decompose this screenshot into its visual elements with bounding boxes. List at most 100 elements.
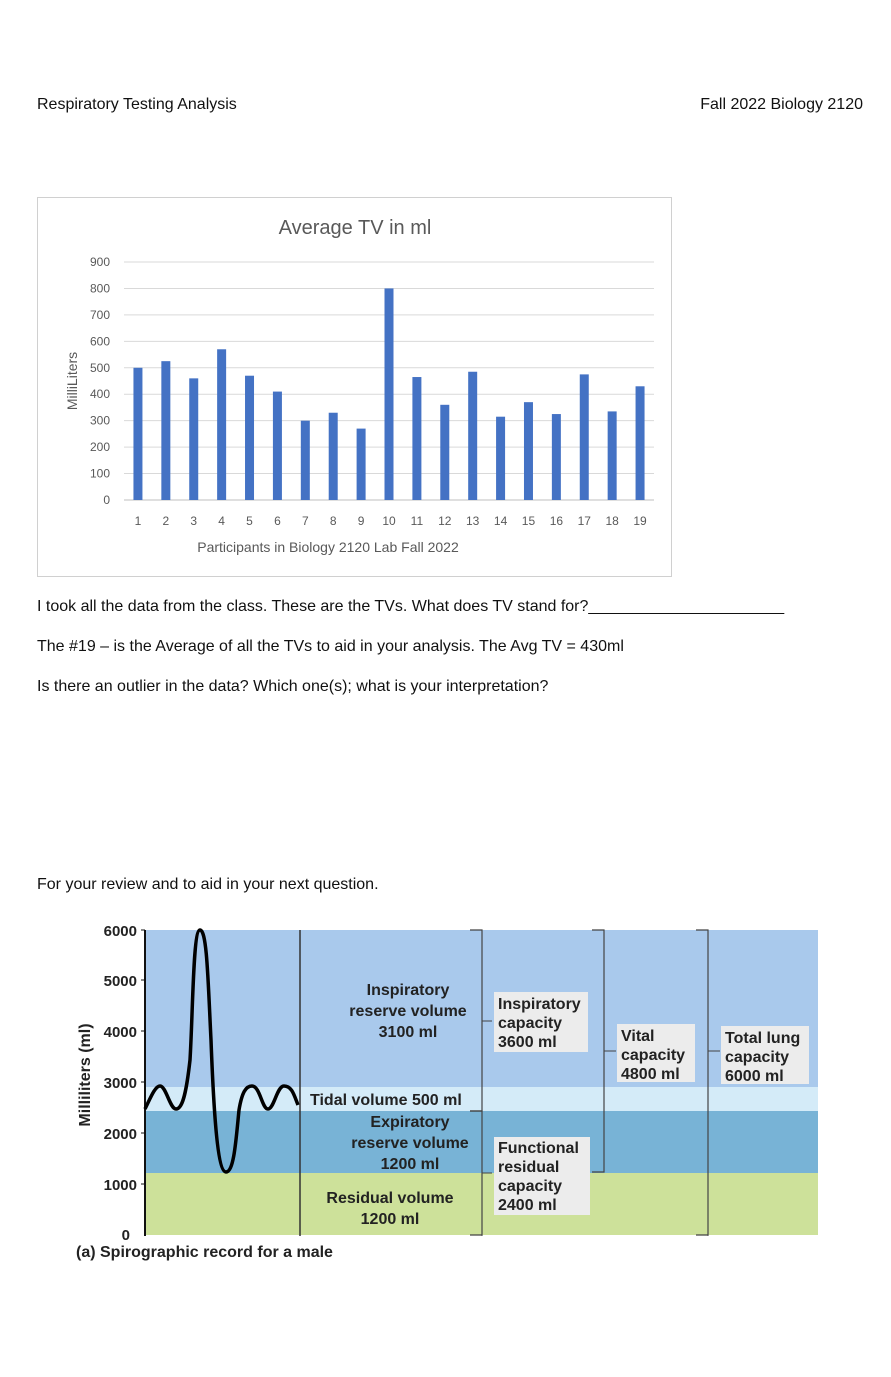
ic-label-2: capacity — [498, 1015, 562, 1032]
breathing-trace — [143, 928, 300, 1174]
y-tick-label: 500 — [90, 361, 110, 375]
irv-label-3: 3100 ml — [379, 1024, 438, 1041]
spiro-y-axis-label: Milliliters (ml) — [77, 1023, 94, 1126]
chart-canvas: Average TV in ml 0 100 200 300 400 500 600 700 8… — [64, 217, 654, 555]
y-tick-label: 400 — [90, 387, 110, 401]
rv-label-1: Residual volume — [326, 1190, 453, 1207]
spiro-y-tick-marks — [141, 929, 145, 1185]
review-note: For your review and to aid in your next … — [37, 876, 379, 893]
erv-label-2: reserve volume — [351, 1135, 469, 1152]
bar-participant-19 — [635, 386, 645, 500]
y-tick-label: 600 — [90, 334, 110, 348]
bar-participant-6 — [272, 391, 282, 500]
x-tick-label: 2 — [162, 514, 169, 528]
ic-label-3: 3600 ml — [498, 1034, 557, 1051]
spiro-tick-3000: 3000 — [104, 1075, 137, 1092]
question-average-note: The #19 – is the Average of all the TVs … — [37, 638, 624, 655]
question-outlier: Is there an outlier in the data? Which o… — [37, 678, 549, 695]
question-tv-text: I took all the data from the class. Thes… — [37, 598, 589, 615]
bar-participant-1 — [133, 367, 143, 500]
spirogram-diagram: 6000 5000 4000 3000 2000 1000 0 Millilit… — [76, 923, 818, 1261]
bar-participant-2 — [161, 361, 171, 500]
erv-label-3: 1200 ml — [381, 1156, 440, 1173]
bar-participant-8 — [328, 412, 338, 500]
bar-participant-13 — [468, 371, 478, 500]
x-tick-label: 12 — [438, 514, 452, 528]
question-tv-meaning: I took all the data from the class. Thes… — [37, 598, 784, 616]
chart-y-axis-label: MilliLiters — [64, 352, 80, 410]
spirogram-caption: (a) Spirographic record for a male — [76, 1244, 333, 1261]
x-tick-label: 11 — [411, 514, 424, 528]
y-tick-label: 900 — [90, 255, 110, 269]
bar-participant-17 — [579, 374, 589, 500]
frc-label-1: Functional — [498, 1140, 579, 1157]
rv-label-2: 1200 ml — [361, 1211, 420, 1228]
answer-blank: ______________________ — [588, 598, 785, 615]
chart-bars — [133, 288, 645, 500]
tlc-label-1: Total lung — [725, 1030, 800, 1047]
page-header-title: Respiratory Testing Analysis — [37, 96, 237, 113]
spiro-tick-0: 0 — [122, 1227, 130, 1244]
chart-title: Average TV in ml — [279, 217, 432, 239]
x-tick-label: 18 — [605, 514, 619, 528]
ic-box — [494, 992, 588, 1052]
vc-label-1: Vital — [621, 1028, 655, 1045]
x-tick-label: 1 — [135, 514, 142, 528]
y-tick-label: 200 — [90, 440, 110, 454]
vc-label-3: 4800 ml — [621, 1066, 680, 1083]
chart-y-ticks: 0 100 200 300 400 500 600 700 800 900 — [90, 255, 110, 507]
vc-label-2: capacity — [621, 1047, 685, 1064]
bar-participant-12 — [440, 404, 450, 500]
tidal-volume-label: Tidal volume 500 ml — [310, 1092, 462, 1109]
bracket-tlc — [696, 929, 709, 1236]
spiro-tick-6000: 6000 — [104, 923, 137, 940]
frc-box — [494, 1137, 590, 1215]
ic-label-1: Inspiratory — [498, 996, 581, 1013]
bar-participant-3 — [189, 378, 199, 500]
x-tick-label: 4 — [218, 514, 225, 528]
y-tick-label: 800 — [90, 281, 110, 295]
x-tick-label: 8 — [330, 514, 337, 528]
y-tick-label: 300 — [90, 414, 110, 428]
x-tick-label: 17 — [578, 514, 592, 528]
bar-participant-7 — [300, 420, 310, 500]
bar-participant-14 — [496, 416, 506, 500]
page-header-course: Fall 2022 Biology 2120 — [700, 96, 863, 113]
frc-label-4: 2400 ml — [498, 1197, 557, 1214]
vc-box — [617, 1024, 695, 1082]
spiro-tick-4000: 4000 — [104, 1024, 137, 1041]
tv-bar-chart: Average TV in ml 0 100 200 300 400 500 600 700 8… — [37, 197, 672, 577]
x-tick-label: 7 — [302, 514, 309, 528]
tlc-label-3: 6000 ml — [725, 1068, 784, 1085]
bar-participant-18 — [607, 411, 617, 500]
x-tick-label: 13 — [466, 514, 480, 528]
bar-participant-10 — [384, 288, 394, 500]
tlc-box — [721, 1026, 809, 1084]
frc-label-3: capacity — [498, 1178, 562, 1195]
spiro-tick-2000: 2000 — [104, 1126, 137, 1143]
bar-participant-4 — [217, 349, 227, 500]
x-tick-label: 14 — [494, 514, 508, 528]
bar-participant-15 — [523, 402, 533, 500]
frc-label-2: residual — [498, 1159, 559, 1176]
x-tick-label: 16 — [550, 514, 564, 528]
bar-participant-9 — [356, 428, 366, 500]
irv-label-1: Inspiratory — [367, 982, 450, 999]
y-tick-label: 100 — [90, 467, 110, 481]
x-tick-label: 15 — [522, 514, 536, 528]
x-tick-label: 3 — [190, 514, 197, 528]
chart-x-ticks: 1 2 3 4 5 6 7 8 9 10 11 12 13 14 15 16 17 18 19 — [135, 514, 647, 528]
x-tick-label: 9 — [358, 514, 365, 528]
chart-x-axis-label: Participants in Biology 2120 Lab Fall 20… — [197, 539, 459, 555]
x-tick-label: 10 — [382, 514, 396, 528]
erv-label-1: Expiratory — [370, 1114, 449, 1131]
spiro-tick-1000: 1000 — [104, 1177, 137, 1194]
tlc-label-2: capacity — [725, 1049, 789, 1066]
x-tick-label: 5 — [246, 514, 253, 528]
y-tick-label: 700 — [90, 308, 110, 322]
irv-label-2: reserve volume — [349, 1003, 467, 1020]
x-tick-label: 6 — [274, 514, 281, 528]
x-tick-label: 19 — [633, 514, 647, 528]
bar-participant-11 — [412, 377, 422, 500]
bar-participant-16 — [551, 414, 561, 500]
